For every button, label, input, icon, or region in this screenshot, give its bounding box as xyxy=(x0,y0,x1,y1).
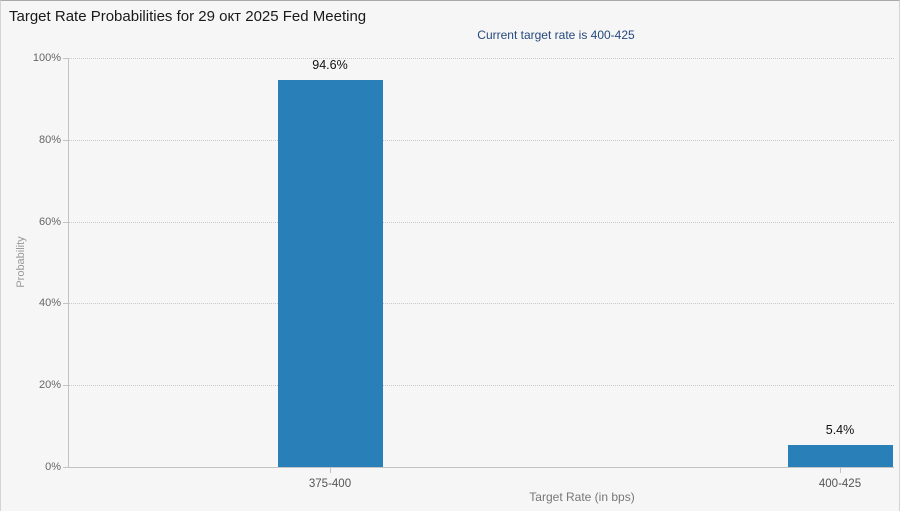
bar-400-425[interactable] xyxy=(787,444,893,467)
bar-375-400[interactable] xyxy=(277,80,383,467)
y-gridline xyxy=(68,467,894,468)
chart-title: Target Rate Probabilities for 29 окт 202… xyxy=(9,8,367,25)
y-tick xyxy=(63,467,68,468)
x-tick-label: 375-400 xyxy=(308,478,352,490)
y-axis-line xyxy=(68,58,69,467)
y-tick xyxy=(63,385,68,387)
y-tick xyxy=(63,58,68,59)
x-axis-title: Target Rate (in bps) xyxy=(529,490,635,504)
y-gridline xyxy=(68,58,894,59)
y-tick-label: 100% xyxy=(32,52,61,64)
y-gridline xyxy=(68,385,894,387)
y-tick-label: 0% xyxy=(45,461,61,473)
y-gridline xyxy=(68,139,894,141)
y-tick-label: 60% xyxy=(38,215,61,228)
x-tick-label: 400-425 xyxy=(818,478,862,490)
y-tick-label: 20% xyxy=(38,379,61,392)
y-tick xyxy=(63,139,68,141)
y-tick-label: 40% xyxy=(38,297,61,310)
y-tick xyxy=(63,221,68,223)
y-gridline xyxy=(68,303,894,305)
y-tick xyxy=(63,303,68,305)
x-tick xyxy=(330,467,331,473)
y-gridline xyxy=(68,221,894,223)
bar-value-label: 5.4% xyxy=(825,422,855,437)
y-axis-title: Probability xyxy=(15,236,27,288)
x-tick xyxy=(840,467,841,473)
y-tick-label: 80% xyxy=(38,133,61,146)
bar-value-label: 94.6% xyxy=(312,58,348,73)
chart-subtitle: Current target rate is 400-425 xyxy=(477,28,635,42)
